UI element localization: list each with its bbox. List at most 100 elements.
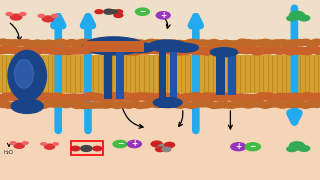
Circle shape <box>207 39 221 46</box>
Circle shape <box>211 92 226 101</box>
Circle shape <box>156 39 170 47</box>
Circle shape <box>238 94 254 102</box>
Circle shape <box>277 93 293 102</box>
Circle shape <box>213 101 227 109</box>
Circle shape <box>227 93 243 102</box>
Circle shape <box>310 39 320 46</box>
Circle shape <box>59 101 73 108</box>
Circle shape <box>94 46 109 55</box>
Circle shape <box>202 40 215 47</box>
Circle shape <box>196 39 210 47</box>
Circle shape <box>242 101 255 109</box>
Circle shape <box>167 101 181 108</box>
Circle shape <box>200 92 215 101</box>
Circle shape <box>250 93 265 102</box>
Circle shape <box>55 47 70 55</box>
Circle shape <box>133 92 148 101</box>
Circle shape <box>300 92 315 100</box>
Circle shape <box>194 46 209 55</box>
Circle shape <box>219 101 232 109</box>
Ellipse shape <box>153 98 182 108</box>
Circle shape <box>37 14 45 18</box>
Circle shape <box>0 38 10 46</box>
Circle shape <box>236 100 249 108</box>
Circle shape <box>122 93 137 102</box>
Circle shape <box>230 40 244 48</box>
Circle shape <box>27 47 43 56</box>
Circle shape <box>0 92 15 101</box>
Circle shape <box>304 40 318 48</box>
Circle shape <box>133 102 147 109</box>
FancyBboxPatch shape <box>159 40 166 108</box>
Circle shape <box>194 93 209 102</box>
Circle shape <box>66 93 82 102</box>
Circle shape <box>185 102 198 109</box>
Circle shape <box>289 93 304 101</box>
Circle shape <box>150 39 164 47</box>
Circle shape <box>196 100 210 107</box>
Circle shape <box>283 47 298 56</box>
Circle shape <box>38 45 54 54</box>
Circle shape <box>0 45 15 54</box>
Circle shape <box>247 39 261 47</box>
Circle shape <box>2 39 16 47</box>
Circle shape <box>116 101 130 108</box>
Circle shape <box>135 7 150 16</box>
Circle shape <box>287 100 301 108</box>
Circle shape <box>0 100 10 108</box>
Circle shape <box>88 93 104 101</box>
Circle shape <box>60 94 76 102</box>
Circle shape <box>99 101 113 109</box>
Circle shape <box>253 39 267 47</box>
Circle shape <box>200 47 215 56</box>
Circle shape <box>8 39 21 47</box>
Circle shape <box>100 45 115 54</box>
Circle shape <box>304 100 318 108</box>
Circle shape <box>13 143 25 149</box>
Circle shape <box>94 9 104 14</box>
Circle shape <box>53 38 67 46</box>
Circle shape <box>80 145 93 152</box>
Ellipse shape <box>11 99 43 113</box>
Circle shape <box>264 100 278 108</box>
Circle shape <box>261 46 276 55</box>
Circle shape <box>219 39 232 47</box>
Circle shape <box>105 47 120 55</box>
Circle shape <box>33 93 48 101</box>
Circle shape <box>166 92 181 101</box>
Circle shape <box>244 46 260 54</box>
Ellipse shape <box>148 40 187 52</box>
Circle shape <box>162 100 175 108</box>
Circle shape <box>22 92 37 101</box>
Circle shape <box>16 93 31 102</box>
Circle shape <box>8 102 21 109</box>
Circle shape <box>48 40 61 48</box>
Circle shape <box>230 100 244 108</box>
Circle shape <box>255 92 270 101</box>
FancyBboxPatch shape <box>104 43 112 99</box>
Circle shape <box>71 102 84 109</box>
Circle shape <box>272 93 287 101</box>
Text: +: + <box>235 142 242 151</box>
Text: −: − <box>139 7 146 16</box>
Circle shape <box>172 94 187 102</box>
Circle shape <box>310 100 320 108</box>
Circle shape <box>11 94 26 102</box>
Circle shape <box>82 102 95 109</box>
Circle shape <box>188 92 204 101</box>
Circle shape <box>59 40 73 47</box>
Circle shape <box>111 93 126 102</box>
Circle shape <box>155 92 171 101</box>
Circle shape <box>222 92 237 100</box>
Circle shape <box>305 93 320 102</box>
Circle shape <box>211 47 226 55</box>
Circle shape <box>282 101 295 108</box>
Circle shape <box>133 39 147 47</box>
Circle shape <box>22 141 29 145</box>
Circle shape <box>19 39 33 47</box>
Circle shape <box>156 11 171 20</box>
Circle shape <box>230 142 247 151</box>
Circle shape <box>205 93 220 101</box>
Circle shape <box>179 40 192 48</box>
Circle shape <box>244 142 261 151</box>
